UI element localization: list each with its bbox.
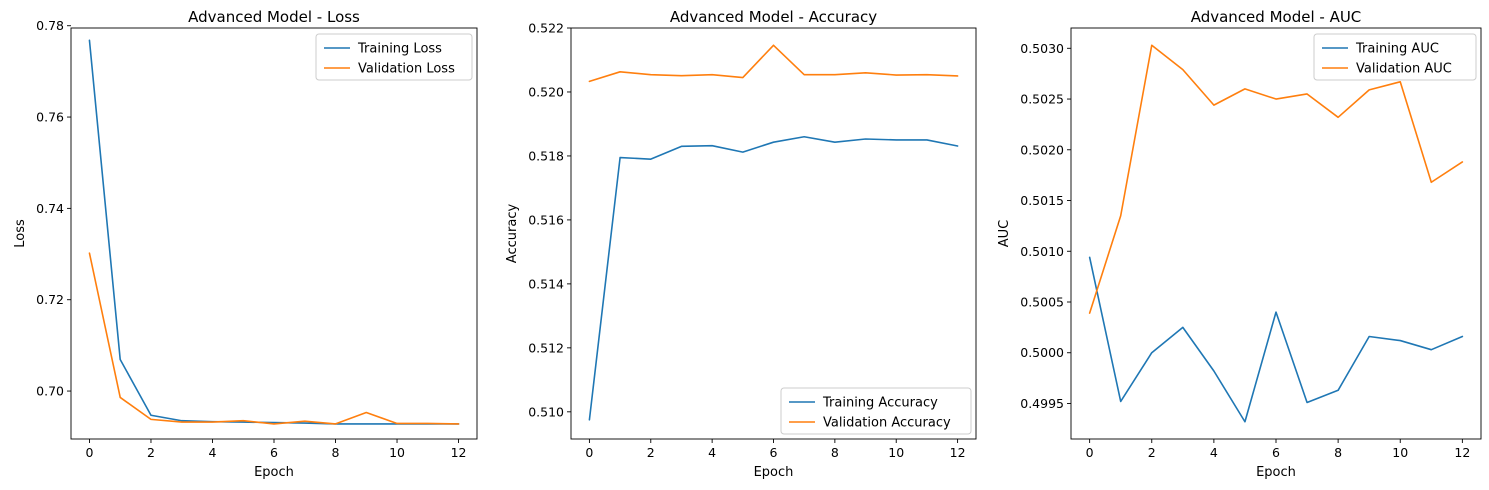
y-tick-label: 0.74	[36, 201, 64, 216]
chart-title: Advanced Model - Accuracy	[670, 8, 877, 26]
x-tick-label: 12	[1454, 445, 1470, 460]
chart-title: Advanced Model - Loss	[188, 8, 360, 26]
plot-frame	[1070, 27, 1482, 440]
x-tick-label: 8	[332, 445, 340, 460]
x-tick-label: 8	[1334, 445, 1342, 460]
x-tick-label: 0	[85, 445, 93, 460]
x-tick-label: 2	[647, 445, 655, 460]
legend-box	[315, 33, 473, 81]
legend: Training Accuracy Validation Accuracy	[780, 387, 972, 435]
y-tick-label: 0.5005	[1020, 295, 1064, 310]
y-tick-label: 0.518	[528, 148, 564, 163]
y-tick-label: 0.510	[528, 404, 564, 419]
y-tick-label: 0.522	[528, 21, 564, 36]
x-tick-label: 4	[1210, 445, 1218, 460]
legend-label-0: Training Loss	[357, 42, 442, 57]
legend-label-1: Validation Accuracy	[823, 416, 951, 431]
legend-label-1: Validation AUC	[1356, 62, 1452, 77]
y-tick-label: 0.5030	[1020, 41, 1064, 56]
x-tick-label: 4	[708, 445, 716, 460]
chart-panel-2: 0 2 4 6 8 10 12 0.4995 0.5000 0.5005 0.5010 0.5015 0…	[997, 8, 1482, 480]
x-tick-label: 6	[770, 445, 778, 460]
y-tick-label: 0.520	[528, 84, 564, 99]
legend-label-0: Training AUC	[1355, 42, 1439, 57]
plot-frame	[570, 27, 977, 440]
x-tick-label: 2	[147, 445, 155, 460]
x-axis-label: Epoch	[1256, 465, 1296, 480]
x-axis-label: Epoch	[254, 465, 294, 480]
y-tick-label: 0.4995	[1020, 396, 1064, 411]
y-axis-label: Accuracy	[505, 204, 520, 264]
y-tick-label: 0.5020	[1020, 142, 1064, 157]
y-tick-label: 0.514	[528, 276, 564, 291]
y-axis-label: AUC	[997, 220, 1012, 248]
y-tick-label: 0.5025	[1020, 92, 1064, 107]
series-line-1	[88, 252, 460, 425]
legend-label-1: Validation Loss	[358, 62, 455, 77]
legend: Training AUC Validation AUC	[1313, 33, 1477, 81]
x-tick-label: 0	[1086, 445, 1094, 460]
x-tick-label: 8	[831, 445, 839, 460]
y-axis-label: Loss	[13, 219, 28, 248]
x-tick-label: 10	[1392, 445, 1408, 460]
series-line-0	[88, 39, 460, 425]
legend-label-0: Training Accuracy	[822, 396, 938, 411]
x-tick-label: 10	[389, 445, 405, 460]
chart-title: Advanced Model - AUC	[1191, 8, 1362, 26]
y-tick-label: 0.516	[528, 212, 564, 227]
y-tick-label: 0.5000	[1020, 345, 1064, 360]
legend: Training Loss Validation Loss	[315, 33, 473, 81]
plot-frame	[70, 27, 478, 440]
y-tick-label: 0.76	[36, 110, 64, 125]
x-tick-label: 6	[1272, 445, 1280, 460]
y-tick-label: 0.5015	[1020, 193, 1064, 208]
series-line-1	[588, 44, 959, 83]
x-tick-label: 6	[270, 445, 278, 460]
series-line-0	[588, 135, 959, 421]
x-tick-label: 12	[451, 445, 467, 460]
chart-panel-0: 0 2 4 6 8 10 12 0.70 0.72 0.74 0.76 0.78 Advanced Mo…	[13, 8, 478, 480]
y-tick-label: 0.512	[528, 340, 564, 355]
x-tick-label: 2	[1148, 445, 1156, 460]
series-line-1	[1088, 44, 1464, 314]
y-tick-label: 0.70	[36, 384, 64, 399]
y-tick-label: 0.78	[36, 18, 64, 33]
x-axis-label: Epoch	[754, 465, 794, 480]
x-tick-label: 10	[888, 445, 904, 460]
series-line-0	[1088, 256, 1464, 423]
legend-box	[1313, 33, 1477, 81]
y-tick-label: 0.5010	[1020, 244, 1064, 259]
legend-box	[780, 387, 972, 435]
x-tick-label: 12	[950, 445, 966, 460]
y-tick-label: 0.72	[36, 292, 64, 307]
x-tick-label: 4	[209, 445, 217, 460]
chart-panel-1: 0 2 4 6 8 10 12 0.510 0.512 0.514 0.516 0.518 0.520 0…	[505, 8, 977, 480]
x-tick-label: 0	[585, 445, 593, 460]
